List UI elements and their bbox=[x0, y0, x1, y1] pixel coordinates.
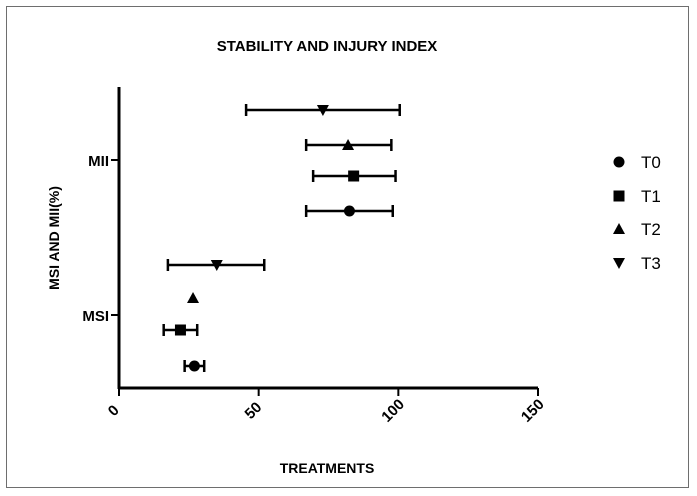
point-t2-mii bbox=[342, 139, 355, 150]
point-t0-mii bbox=[343, 205, 355, 217]
x-axis-title: TREATMENTS bbox=[280, 460, 375, 476]
chart-title: STABILITY AND INJURY INDEX bbox=[217, 38, 438, 55]
legend: T0 T1 T2 T3 bbox=[613, 153, 661, 273]
x-tick-label-100: 100 bbox=[378, 396, 408, 426]
legend-marker-t2 bbox=[613, 223, 625, 234]
series-t0 bbox=[183, 205, 394, 372]
point-t2-msi bbox=[187, 292, 200, 303]
point-t0-msi bbox=[188, 360, 200, 372]
legend-marker-t0 bbox=[613, 156, 625, 168]
legend-item-t2: T2 bbox=[613, 220, 661, 239]
legend-label-t3: T3 bbox=[641, 254, 661, 273]
series-t3 bbox=[166, 104, 401, 271]
x-tick-label-150: 150 bbox=[518, 396, 548, 426]
x-ticks: 0 50 100 150 bbox=[105, 388, 548, 426]
series-t1 bbox=[162, 170, 397, 336]
legend-item-t1: T1 bbox=[613, 187, 661, 206]
x-tick-label-0: 0 bbox=[105, 402, 123, 420]
legend-label-t0: T0 bbox=[641, 153, 661, 172]
y-axis-title: MSI AND MII(%) bbox=[46, 186, 62, 290]
data-marks bbox=[162, 104, 401, 372]
point-t3-mii bbox=[316, 105, 329, 116]
legend-item-t3: T3 bbox=[613, 254, 661, 273]
legend-label-t2: T2 bbox=[641, 220, 661, 239]
point-t1-msi bbox=[174, 324, 186, 336]
x-tick-label-50: 50 bbox=[242, 399, 266, 423]
legend-marker-t3 bbox=[613, 258, 625, 269]
point-t3-msi bbox=[210, 260, 223, 271]
y-tick-label-mii: MII bbox=[88, 153, 109, 170]
y-ticks: MII MSI bbox=[82, 153, 119, 325]
axes bbox=[117, 87, 538, 390]
series-t2 bbox=[187, 139, 393, 303]
y-tick-label-msi: MSI bbox=[82, 308, 109, 325]
legend-item-t0: T0 bbox=[613, 153, 661, 172]
point-t1-mii bbox=[348, 170, 360, 182]
legend-marker-t1 bbox=[613, 190, 625, 202]
legend-label-t1: T1 bbox=[641, 187, 661, 206]
